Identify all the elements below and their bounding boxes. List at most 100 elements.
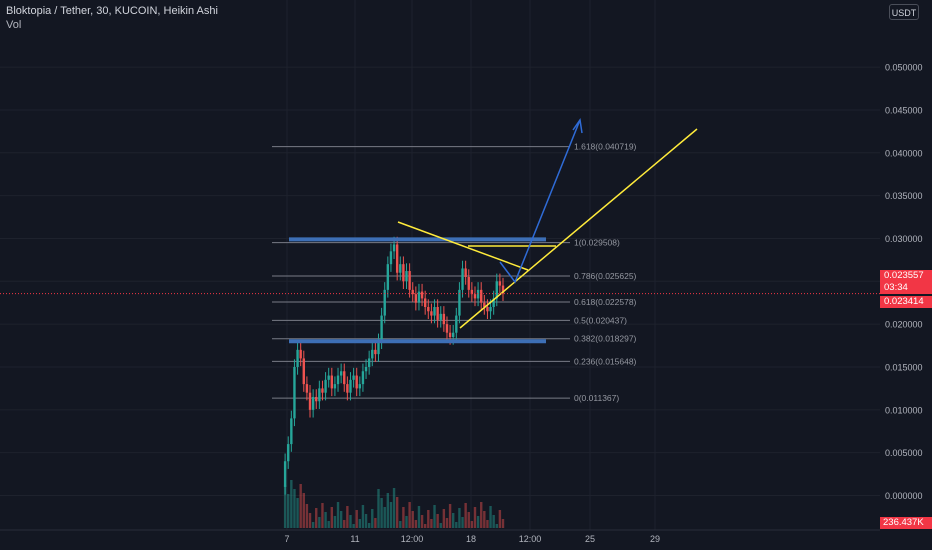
volume-bar xyxy=(458,508,461,528)
volume-bar xyxy=(364,514,368,528)
volume-bar xyxy=(392,488,396,528)
volume-bar xyxy=(489,506,492,528)
candle-body xyxy=(458,289,461,316)
volume-bar xyxy=(355,510,358,528)
candle-body xyxy=(327,375,330,380)
candle-body xyxy=(377,341,380,355)
volume-bar xyxy=(333,516,337,528)
volume-bar xyxy=(302,493,305,528)
volume-bar xyxy=(346,506,349,528)
candle-body xyxy=(451,332,455,337)
candle-body xyxy=(414,294,418,303)
volume-bar xyxy=(349,515,352,528)
candle-body xyxy=(333,384,337,389)
volume-bar xyxy=(324,512,327,528)
candle-body xyxy=(336,375,340,385)
volume-bar xyxy=(486,520,489,528)
candle-body xyxy=(349,379,352,393)
x-tick-label: 12:00 xyxy=(401,534,424,544)
volume-bar xyxy=(448,504,452,528)
candle-body xyxy=(436,307,439,320)
volume-bar xyxy=(371,509,374,528)
candle-body xyxy=(389,251,393,265)
candle-body xyxy=(364,366,368,372)
volume-bar xyxy=(492,515,495,528)
volume-bar xyxy=(389,502,393,528)
candle-body xyxy=(448,332,452,337)
candle-body xyxy=(293,366,296,419)
candle-body xyxy=(374,349,377,355)
candle-body xyxy=(480,289,483,303)
arrow-head-icon xyxy=(572,118,583,134)
volume-bar xyxy=(358,519,362,528)
symbol-title[interactable]: Bloktopia / Tether, 30, KUCOIN, Heikin A… xyxy=(6,5,218,17)
volume-indicator-label[interactable]: Vol xyxy=(6,19,22,31)
candle-body xyxy=(461,268,464,290)
volume-bar xyxy=(327,521,330,528)
candle-body xyxy=(318,388,321,402)
descending-trendline xyxy=(397,221,529,271)
candle-body xyxy=(311,396,315,410)
volume-bar xyxy=(461,517,464,528)
volume-bar xyxy=(408,502,411,528)
candle-body xyxy=(302,358,305,385)
volume-bar xyxy=(330,507,334,528)
ascending-trendline xyxy=(459,128,698,329)
candle-body xyxy=(395,244,399,273)
x-tick-label: 25 xyxy=(585,534,595,544)
fib-level-label: 1.618(0.040719) xyxy=(574,142,637,152)
volume-bar xyxy=(318,517,321,528)
y-tick-label: 0.045000 xyxy=(885,105,923,115)
candle-body xyxy=(417,291,421,303)
candle-body xyxy=(470,289,474,295)
candle-body xyxy=(386,264,390,290)
y-tick-label: 0.040000 xyxy=(885,148,923,158)
candle-body xyxy=(352,375,355,380)
fib-level-label: 0.618(0.022578) xyxy=(574,297,637,307)
currency-button[interactable]: USDT xyxy=(889,4,919,20)
countdown-tag: 03:34 xyxy=(880,282,932,294)
fib-level-label: 0(0.011367) xyxy=(574,393,619,403)
volume-bars xyxy=(283,480,505,528)
fib-level-label: 0.236(0.015648) xyxy=(574,356,637,366)
x-tick-label: 18 xyxy=(466,534,476,544)
candle-body xyxy=(464,268,467,278)
volume-bar xyxy=(352,524,355,528)
candle-body xyxy=(305,384,309,393)
volume-bar xyxy=(380,498,383,528)
volume-bar xyxy=(311,522,315,528)
candle-body xyxy=(467,277,470,290)
volume-bar xyxy=(470,521,474,528)
volume-bar xyxy=(395,497,399,528)
candle-body xyxy=(315,396,318,402)
volume-bar xyxy=(374,518,377,528)
volume-bar xyxy=(377,489,380,528)
candle-body xyxy=(483,302,486,308)
volume-bar xyxy=(467,512,470,528)
volume-bar xyxy=(367,523,371,528)
candle-body xyxy=(380,315,383,342)
time-axis: 7 11 12:00 18 12:00 25 29 xyxy=(0,529,880,544)
volume-bar xyxy=(476,516,480,528)
y-tick-label: 0.035000 xyxy=(885,191,923,201)
volume-bar xyxy=(339,511,343,528)
candle-body xyxy=(371,349,374,359)
volume-bar xyxy=(361,505,365,528)
volume-bar xyxy=(308,513,312,528)
volume-bar xyxy=(299,484,302,528)
candle-body xyxy=(308,392,312,410)
y-tick-label: 0.010000 xyxy=(885,405,923,415)
candle-body xyxy=(287,444,290,462)
y-tick-label: 0.050000 xyxy=(885,63,923,73)
candle-body xyxy=(498,281,502,286)
candle-body xyxy=(324,379,327,393)
candle-body xyxy=(339,371,343,376)
volume-bar xyxy=(498,510,502,528)
candle-body xyxy=(423,298,427,308)
candle-body xyxy=(399,264,402,273)
candle-body xyxy=(358,384,362,389)
fib-level-label: 0.382(0.018297) xyxy=(574,334,637,344)
volume-bar xyxy=(399,521,402,528)
volume-bar xyxy=(473,507,477,528)
